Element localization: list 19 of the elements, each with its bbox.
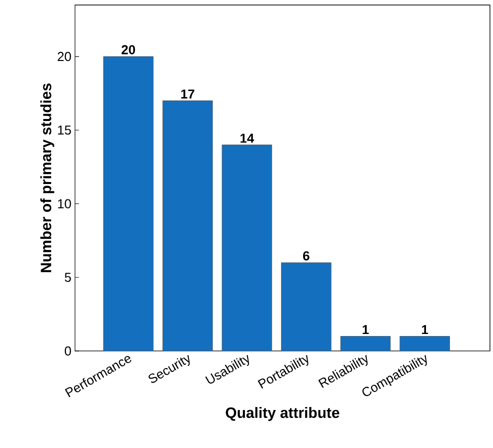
y-axis-title: Number of primary studies [40, 84, 54, 272]
data-label: 17 [181, 90, 194, 98]
bar [281, 262, 332, 351]
y-tick-label: 0 [64, 346, 71, 356]
y-tick-label: 15 [58, 126, 71, 135]
y-tick-label: 20 [58, 52, 71, 62]
data-label: 1 [422, 325, 428, 334]
bar [162, 100, 213, 351]
data-label: 1 [362, 325, 369, 334]
data-label: 20 [122, 45, 136, 54]
bar [340, 336, 391, 351]
y-tick-label: 10 [58, 199, 71, 208]
x-axis-title: Quality attribute [226, 407, 340, 421]
bar [103, 56, 154, 351]
data-label: 14 [240, 134, 254, 143]
bar [400, 336, 450, 351]
data-label: 6 [303, 251, 310, 260]
bar [222, 144, 272, 351]
y-tick-label: 5 [64, 272, 71, 282]
